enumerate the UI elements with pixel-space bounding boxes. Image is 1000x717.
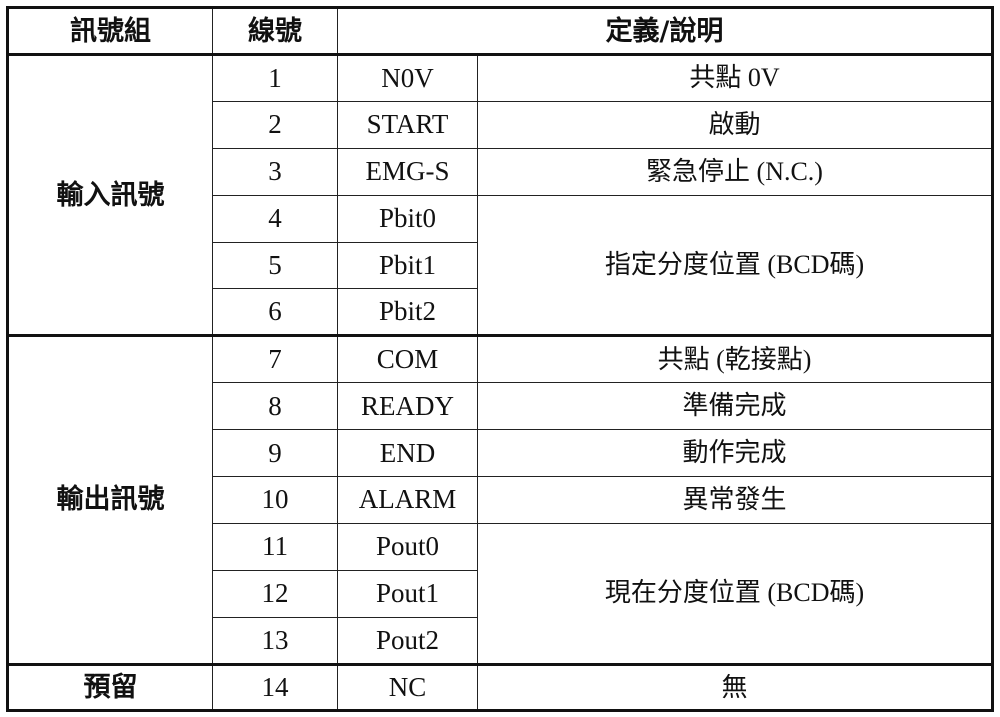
signal-name: Pout2 bbox=[337, 616, 478, 666]
signal-name: Pbit2 bbox=[337, 288, 478, 338]
group-label: 預留 bbox=[7, 663, 213, 713]
line-number: 14 bbox=[212, 663, 338, 713]
header-group: 訊號組 bbox=[7, 7, 213, 56]
signal-table: 訊號組 線號 定義/說明 輸入訊號 1 N0V 共點 0V 2 START 啟動 3 EMG-S 緊急停… bbox=[6, 6, 994, 713]
definition: 指定分度位置 (BCD碼) bbox=[477, 194, 993, 338]
line-number: 10 bbox=[212, 476, 338, 524]
table-row: 3 EMG-S 緊急停止 (N.C.) bbox=[8, 147, 993, 196]
signal-name: Pout0 bbox=[337, 522, 478, 571]
signal-name: END bbox=[337, 429, 478, 478]
table-row: 6 Pbit2 bbox=[8, 288, 993, 338]
line-number: 4 bbox=[212, 194, 338, 243]
group-label: 輸入訊號 bbox=[7, 53, 213, 338]
line-number: 11 bbox=[212, 522, 338, 571]
definition: 異常發生 bbox=[477, 476, 993, 524]
line-number: 5 bbox=[212, 241, 338, 290]
line-number: 9 bbox=[212, 429, 338, 478]
group-label: 輸出訊號 bbox=[7, 335, 213, 666]
line-number: 6 bbox=[212, 288, 338, 338]
definition: 啟動 bbox=[477, 100, 993, 149]
line-number: 7 bbox=[212, 335, 338, 384]
signal-name: ALARM bbox=[337, 476, 478, 524]
signal-name: Pbit1 bbox=[337, 241, 478, 290]
signal-name: COM bbox=[337, 335, 478, 384]
header-line: 線號 bbox=[212, 7, 338, 56]
definition: 共點 (乾接點) bbox=[477, 335, 993, 384]
signal-name: START bbox=[337, 100, 478, 149]
signal-name: N0V bbox=[337, 54, 478, 102]
table-row: 輸出訊號 7 COM 共點 (乾接點) bbox=[7, 335, 993, 666]
table-row: 輸入訊號 1 N0V 共點 0V bbox=[7, 53, 993, 338]
table-row: 13 Pout2 bbox=[8, 616, 993, 666]
table-row: 10 ALARM 異常發生 bbox=[8, 476, 993, 524]
definition: 現在分度位置 (BCD碼) bbox=[477, 522, 993, 666]
definition: 動作完成 bbox=[477, 429, 993, 478]
line-number: 8 bbox=[212, 382, 338, 431]
header-definition: 定義/說明 bbox=[337, 7, 993, 56]
signal-name: NC bbox=[337, 663, 478, 713]
signal-name: Pout1 bbox=[337, 569, 478, 618]
table-row: 11 Pout0 現在分度位置 (BCD碼) bbox=[8, 522, 993, 666]
definition: 緊急停止 (N.C.) bbox=[477, 147, 993, 196]
definition: 準備完成 bbox=[477, 382, 993, 431]
definition: 共點 0V bbox=[477, 54, 993, 102]
line-number: 1 bbox=[212, 54, 338, 102]
definition: 無 bbox=[477, 663, 993, 713]
line-number: 3 bbox=[212, 147, 338, 196]
table-row: 5 Pbit1 bbox=[8, 241, 993, 290]
line-number: 12 bbox=[212, 569, 338, 618]
line-number: 13 bbox=[212, 616, 338, 666]
signal-name: READY bbox=[337, 382, 478, 431]
table-row: 2 START 啟動 bbox=[8, 100, 993, 149]
signal-name: Pbit0 bbox=[337, 194, 478, 243]
table-row: 4 Pbit0 指定分度位置 (BCD碼) bbox=[8, 194, 993, 338]
signal-name: EMG-S bbox=[337, 147, 478, 196]
table-body: 訊號組 線號 定義/說明 輸入訊號 1 N0V 共點 0V 2 START 啟動 3 EMG-S 緊急停… bbox=[7, 7, 993, 713]
header-row: 訊號組 線號 定義/說明 bbox=[7, 7, 993, 56]
table-row: 預留 14 NC 無 bbox=[7, 663, 993, 713]
line-number: 2 bbox=[212, 100, 338, 149]
